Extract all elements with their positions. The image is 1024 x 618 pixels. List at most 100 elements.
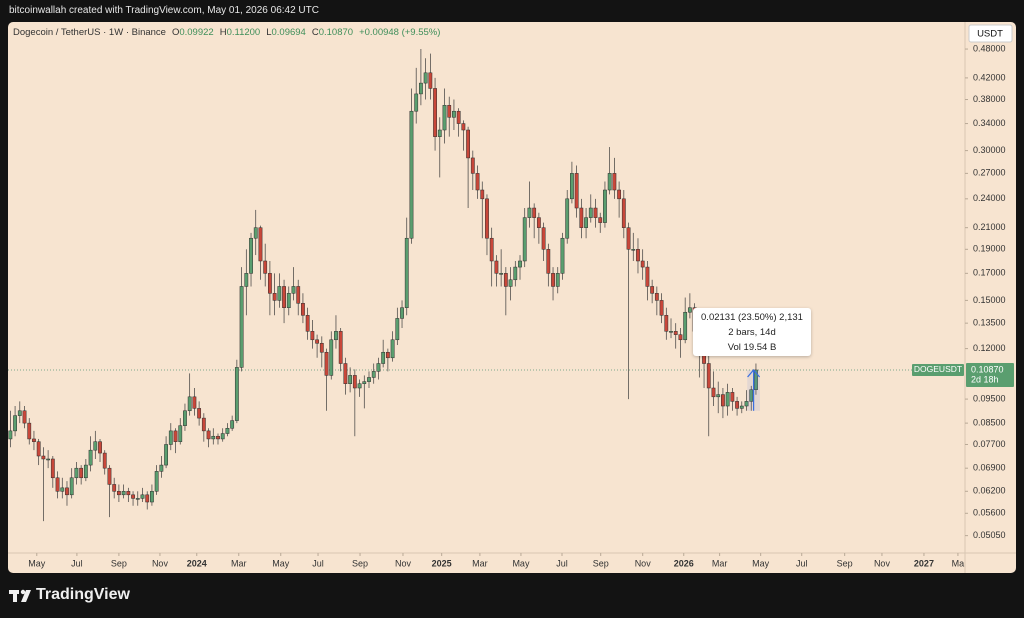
x-tick-label: 2025 <box>432 558 452 568</box>
candle-body <box>79 467 84 479</box>
x-tick-label: May <box>752 558 770 568</box>
candle-body <box>315 339 319 344</box>
candle-body <box>725 392 730 407</box>
candle-body <box>683 311 688 341</box>
x-tick-label: Jul <box>71 558 83 568</box>
candle-body <box>126 491 131 496</box>
x-tick-label: May <box>512 558 530 568</box>
candle-body <box>263 260 268 274</box>
symbol-name: Dogecoin / TetherUS · 1W · Binance <box>13 27 166 38</box>
x-tick-label: Jul <box>556 558 568 568</box>
x-tick-label: Nov <box>152 558 169 568</box>
candle-body <box>645 266 650 287</box>
candle-body <box>173 430 178 442</box>
measure-line: 2 bars, 14d <box>728 327 776 338</box>
x-tick-label: Mar <box>231 558 247 568</box>
candle-body <box>669 331 673 333</box>
y-tick-label: 0.34000 <box>973 118 1006 128</box>
candle-body <box>570 173 574 200</box>
candle-body <box>107 467 112 485</box>
candle-body <box>150 491 154 503</box>
candle-body <box>376 363 381 372</box>
candle-body <box>673 331 678 335</box>
header: bitcoinwallah created with TradingView.c… <box>9 5 319 16</box>
candle-body <box>83 464 88 479</box>
x-tick-label: 2024 <box>187 558 207 568</box>
candle-body <box>371 371 376 378</box>
x-tick-label: Nov <box>635 558 652 568</box>
x-tick-label: Mar <box>712 558 728 568</box>
candle-body <box>116 491 121 496</box>
candle-body <box>50 458 55 479</box>
ohlc-value: 0.09922 <box>179 27 214 38</box>
candle-body <box>65 487 69 496</box>
ticker-tag <box>912 363 964 376</box>
candle-body <box>267 273 272 294</box>
candle-body <box>206 430 211 440</box>
measure-tooltip: 0.02131 (23.50%) 2,131 2 bars, 14d Vol 19.… <box>693 308 811 356</box>
candle-body <box>88 449 93 466</box>
y-tick-label: 0.17000 <box>973 268 1006 278</box>
candle-body <box>112 484 117 492</box>
candle-body <box>201 417 206 432</box>
candle-body <box>754 369 758 390</box>
candle-body <box>22 410 27 424</box>
candle-body <box>518 260 522 268</box>
candle-body <box>310 331 315 341</box>
candle-body <box>442 105 447 131</box>
y-tick-label: 0.05050 <box>973 530 1006 540</box>
x-tick-label: Jul <box>312 558 324 568</box>
candle-body <box>168 430 173 445</box>
candle-body <box>560 237 565 274</box>
candle-body <box>385 351 390 359</box>
x-tick-label: Sep <box>837 558 853 568</box>
candle-body <box>230 420 235 429</box>
candle-body <box>428 72 433 89</box>
candle-body <box>329 339 334 376</box>
x-tick-label: Ma <box>952 558 965 568</box>
candle-body <box>536 217 541 228</box>
candle-body <box>69 477 74 496</box>
candle-body <box>706 363 711 389</box>
candle-body <box>532 207 537 218</box>
candle-body <box>145 494 150 503</box>
brand-name: TradingView <box>36 586 130 603</box>
candle-body <box>282 286 286 308</box>
candle-body <box>447 105 452 118</box>
candle-body <box>390 339 395 359</box>
y-tick-label: 0.30000 <box>973 145 1006 155</box>
candle-body <box>357 383 362 389</box>
x-tick-label: Nov <box>874 558 891 568</box>
candle-body <box>716 394 721 398</box>
candle-body <box>593 207 598 218</box>
y-tick-label: 0.21000 <box>973 222 1006 232</box>
x-tick-label: Sep <box>593 558 609 568</box>
candle-body <box>508 279 513 287</box>
candle-body <box>744 401 749 407</box>
candle-body <box>584 217 588 228</box>
candle-body <box>527 207 532 218</box>
candle-body <box>244 273 249 287</box>
candle-body <box>588 207 593 218</box>
candle-body <box>234 367 239 421</box>
candle-body <box>419 82 423 95</box>
candle-body <box>475 173 480 191</box>
measure-line: Vol 19.54 B <box>727 342 777 353</box>
x-tick-label: Sep <box>111 558 127 568</box>
candle-body <box>36 441 41 457</box>
candle-body <box>579 207 584 228</box>
ohlc-value: 0.10870 <box>318 27 354 38</box>
candle-body <box>362 381 367 384</box>
candle-body <box>433 88 437 137</box>
currency-box[interactable] <box>968 24 1013 43</box>
candle-body <box>32 438 36 442</box>
y-tick-label: 0.07700 <box>973 439 1006 449</box>
candle-body <box>140 494 145 499</box>
candle-body <box>249 237 253 274</box>
currency-label: USDT <box>977 29 1003 40</box>
measure-line: 0.02131 (23.50%) 2,131 <box>701 312 803 323</box>
candle-body <box>678 334 683 341</box>
chart-background <box>8 22 1016 573</box>
candle-body <box>513 266 518 281</box>
y-tick-label: 0.06900 <box>973 463 1006 473</box>
